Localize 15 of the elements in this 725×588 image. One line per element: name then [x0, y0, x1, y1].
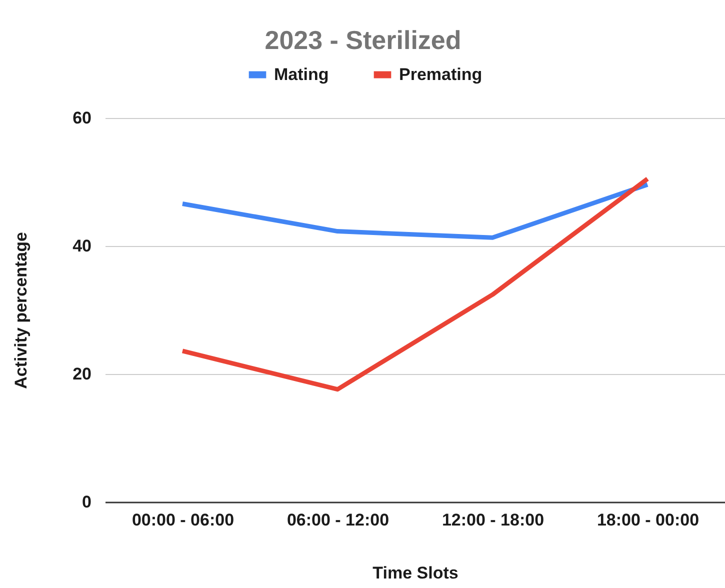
- y-tick-label: 40: [72, 236, 92, 256]
- x-tick-label: 06:00 - 12:00: [286, 510, 390, 530]
- x-tick-label: 18:00 - 00:00: [596, 510, 700, 530]
- y-axis-title: Activity percentage: [12, 232, 30, 389]
- line-series: [180, 176, 650, 392]
- y-tick-label: 20: [72, 364, 92, 384]
- line-series: [180, 182, 650, 240]
- x-axis-title: Time Slots: [372, 564, 458, 582]
- legend-label: Premating: [399, 64, 482, 84]
- x-tick-label: 12:00 - 18:00: [442, 510, 544, 530]
- chart-title: 2023 - Sterilized: [264, 25, 462, 55]
- x-tick-label: 00:00 - 06:00: [132, 510, 234, 530]
- legend-label: Mating: [274, 64, 329, 84]
- y-tick-label: 60: [72, 108, 92, 128]
- y-tick-label: 0: [82, 492, 92, 512]
